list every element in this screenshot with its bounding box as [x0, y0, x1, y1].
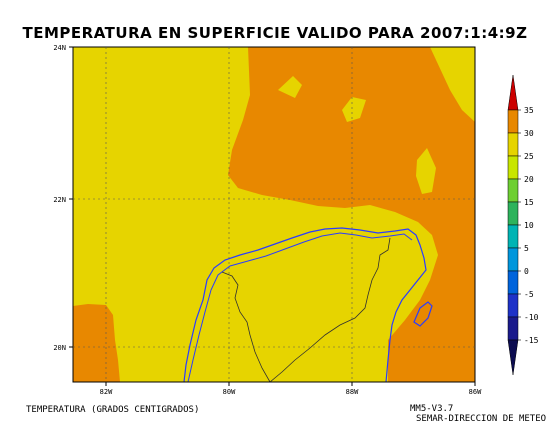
- ticks: [69, 46, 476, 386]
- colorbar-segment-10: [507, 316, 519, 341]
- colorbar-segment-0: [507, 74, 519, 111]
- colorbar-label-0: 35: [524, 106, 534, 115]
- colorbar-label-5: 10: [524, 221, 534, 230]
- cozumel-island: [413, 301, 433, 327]
- footer-variable-label: TEMPERATURA (GRADOS CENTIGRADOS): [26, 405, 200, 415]
- gridlines: [73, 47, 475, 382]
- colorbar-segment-4: [507, 178, 519, 203]
- temp-island-3: [416, 148, 436, 194]
- temp-zone-25-30-southwest: [73, 304, 120, 382]
- temp-zone-25-30-northeast: [228, 47, 475, 382]
- temp-island-1: [278, 76, 302, 98]
- temp-island-2: [342, 97, 366, 122]
- colorbar-segment-9: [507, 293, 519, 318]
- lat-label-20n: 20N: [53, 344, 66, 352]
- lon-label-82w: 82W: [100, 388, 113, 396]
- colorbar-label-6: 5: [524, 244, 529, 253]
- colorbar-segment-2: [507, 132, 519, 157]
- colorbar-label-1: 30: [524, 129, 534, 138]
- colorbar-label-3: 20: [524, 175, 534, 184]
- coastline-inner: [187, 232, 413, 383]
- colorbar-label-8: -5: [524, 290, 534, 299]
- colorbar: 35 30 25 20 15 10 5 0 -5 -10 -15: [507, 74, 539, 376]
- colorbar-label-10: -15: [524, 336, 539, 345]
- footer-model-version: MM5-V3.7: [410, 404, 454, 414]
- lon-label-86w: 86W: [469, 388, 482, 396]
- map-frame: [72, 46, 476, 383]
- colorbar-segment-3: [507, 155, 519, 180]
- footer-source: SEMAR-DIRECCION DE METEO: [416, 414, 547, 424]
- colorbar-segment-8: [507, 270, 519, 295]
- state-boundary-yucatan: [269, 237, 391, 383]
- lat-label-22n: 22N: [53, 196, 66, 204]
- colorbar-segment-1: [507, 109, 519, 134]
- coastline: [183, 227, 427, 383]
- colorbar-label-9: -10: [524, 313, 539, 322]
- colorbar-segment-7: [507, 247, 519, 272]
- lon-label-88w: 88W: [346, 388, 359, 396]
- temp-wedge-northeast: [430, 47, 475, 122]
- colorbar-label-7: 0: [524, 267, 529, 276]
- lon-label-80w: 80W: [223, 388, 236, 396]
- colorbar-segment-5: [507, 201, 519, 226]
- state-boundary-campeche: [221, 271, 271, 383]
- colorbar-label-2: 25: [524, 152, 534, 161]
- lat-label-24n: 24N: [53, 44, 66, 52]
- map-title: TEMPERATURA EN SUPERFICIE VALIDO PARA 20…: [22, 24, 528, 42]
- colorbar-segment-6: [507, 224, 519, 249]
- colorbar-label-4: 15: [524, 198, 534, 207]
- colorbar-segment-11: [507, 339, 519, 376]
